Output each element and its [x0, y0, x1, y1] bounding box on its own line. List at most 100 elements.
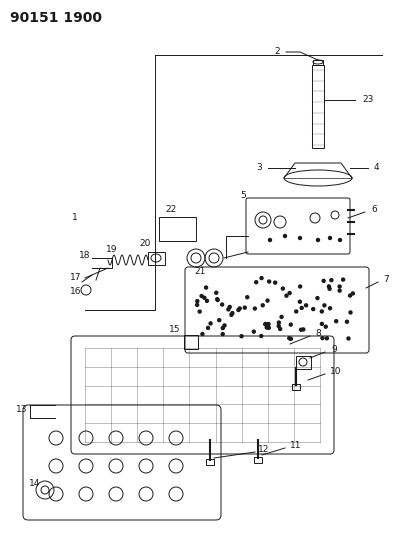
Text: 6: 6 — [371, 206, 377, 214]
Circle shape — [240, 335, 243, 338]
Circle shape — [342, 278, 344, 281]
Text: 12: 12 — [258, 446, 269, 455]
Circle shape — [252, 330, 255, 333]
Text: 19: 19 — [106, 245, 118, 254]
Circle shape — [267, 322, 270, 326]
Text: 18: 18 — [79, 251, 91, 260]
Circle shape — [298, 300, 301, 303]
Circle shape — [264, 322, 267, 326]
Text: 4: 4 — [374, 164, 380, 173]
Text: 11: 11 — [290, 441, 301, 450]
Circle shape — [201, 333, 204, 336]
Circle shape — [246, 296, 249, 298]
Circle shape — [347, 337, 350, 340]
Text: 16: 16 — [70, 287, 82, 296]
Circle shape — [299, 237, 301, 239]
Circle shape — [288, 337, 291, 340]
Circle shape — [300, 306, 303, 310]
Circle shape — [281, 287, 284, 290]
Circle shape — [346, 320, 348, 323]
Circle shape — [223, 324, 226, 327]
Circle shape — [351, 292, 354, 295]
Text: 9: 9 — [331, 345, 337, 354]
Text: 8: 8 — [315, 328, 321, 337]
Circle shape — [348, 294, 352, 297]
Circle shape — [328, 287, 331, 290]
Circle shape — [284, 235, 286, 238]
Circle shape — [349, 311, 352, 314]
Circle shape — [277, 325, 280, 327]
Circle shape — [198, 310, 201, 313]
Circle shape — [274, 281, 276, 284]
Circle shape — [295, 310, 298, 313]
Circle shape — [221, 303, 224, 306]
Circle shape — [280, 316, 283, 318]
Circle shape — [227, 308, 230, 311]
Circle shape — [325, 337, 328, 340]
Circle shape — [290, 337, 292, 340]
Circle shape — [338, 285, 341, 288]
Circle shape — [205, 300, 209, 302]
Circle shape — [329, 306, 331, 310]
Circle shape — [265, 326, 268, 329]
Circle shape — [216, 298, 219, 301]
Circle shape — [277, 321, 280, 324]
Circle shape — [329, 237, 331, 239]
Circle shape — [255, 281, 258, 284]
Circle shape — [221, 327, 224, 329]
Circle shape — [218, 319, 221, 321]
Text: 2: 2 — [275, 47, 280, 56]
Text: 21: 21 — [194, 268, 206, 277]
Circle shape — [216, 298, 219, 302]
Text: 17: 17 — [70, 273, 82, 282]
Circle shape — [267, 326, 270, 329]
Text: 23: 23 — [362, 95, 373, 104]
Circle shape — [316, 296, 319, 300]
Circle shape — [278, 327, 282, 330]
Text: 7: 7 — [383, 276, 389, 285]
Circle shape — [268, 280, 271, 283]
Circle shape — [285, 294, 288, 297]
Circle shape — [215, 291, 218, 294]
Circle shape — [200, 295, 203, 297]
Circle shape — [209, 322, 212, 325]
Circle shape — [289, 323, 292, 326]
Text: 14: 14 — [29, 479, 41, 488]
Circle shape — [316, 238, 320, 241]
Text: 5: 5 — [240, 191, 246, 200]
Circle shape — [221, 333, 224, 336]
Circle shape — [266, 299, 269, 302]
Circle shape — [260, 277, 263, 280]
Circle shape — [339, 238, 342, 241]
Circle shape — [335, 320, 338, 322]
Circle shape — [264, 323, 267, 326]
Circle shape — [320, 310, 324, 313]
Circle shape — [288, 292, 291, 295]
Circle shape — [196, 300, 199, 303]
Circle shape — [302, 328, 305, 331]
Text: 3: 3 — [256, 164, 262, 173]
Text: 15: 15 — [169, 326, 181, 335]
Circle shape — [320, 322, 324, 326]
Circle shape — [243, 306, 246, 309]
Circle shape — [196, 303, 199, 306]
Text: 13: 13 — [16, 406, 28, 415]
Circle shape — [203, 296, 206, 299]
Circle shape — [237, 309, 240, 311]
Circle shape — [230, 313, 233, 316]
Circle shape — [260, 335, 263, 337]
Circle shape — [269, 238, 271, 241]
Circle shape — [231, 312, 234, 314]
Circle shape — [205, 286, 207, 289]
Circle shape — [321, 337, 324, 340]
Circle shape — [324, 325, 327, 328]
Circle shape — [299, 285, 302, 288]
Circle shape — [338, 289, 341, 292]
Text: 1: 1 — [72, 214, 78, 222]
Circle shape — [323, 304, 326, 307]
Circle shape — [330, 279, 333, 281]
Circle shape — [238, 307, 241, 310]
Text: 10: 10 — [330, 367, 342, 376]
Circle shape — [322, 279, 325, 282]
Circle shape — [207, 326, 210, 329]
